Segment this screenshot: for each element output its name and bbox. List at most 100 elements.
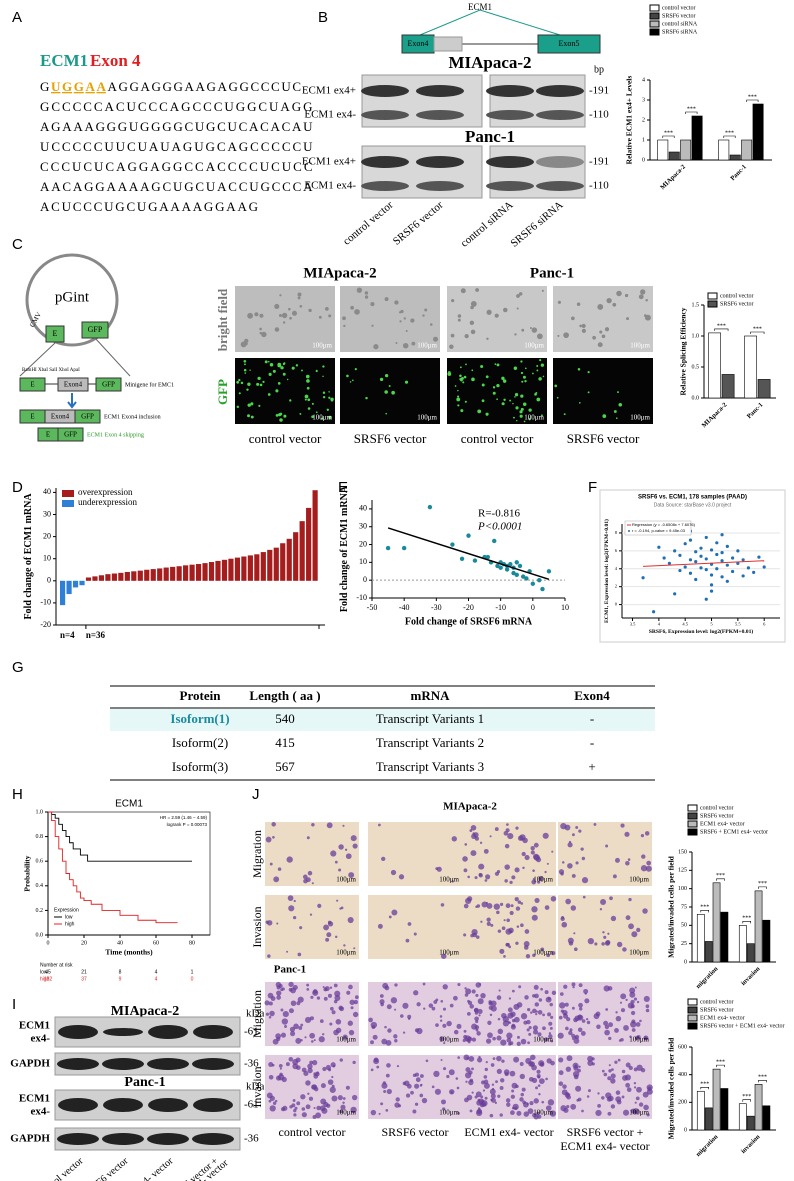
box-label: Exon4	[64, 381, 83, 389]
legend-swatch	[707, 292, 718, 300]
gfp-dot	[277, 382, 281, 385]
bar	[741, 139, 753, 161]
texture	[281, 312, 288, 319]
gfp-dot	[465, 363, 467, 366]
significance-bracket	[662, 135, 675, 138]
cell	[474, 1011, 479, 1015]
cell	[308, 1096, 314, 1101]
cell	[394, 1102, 400, 1108]
cell	[486, 917, 491, 922]
significance-label: ***	[700, 1082, 709, 1088]
significance-bracket	[700, 910, 709, 913]
bar	[189, 564, 195, 581]
cell	[304, 1016, 312, 1024]
bar	[306, 507, 312, 581]
point	[492, 538, 497, 544]
legend-swatch	[687, 1022, 698, 1030]
column-label: control vector	[249, 431, 322, 446]
cell	[468, 1055, 475, 1062]
cell	[612, 874, 617, 879]
gfp-dot	[346, 374, 349, 378]
cell	[336, 899, 339, 902]
cell	[407, 1014, 412, 1019]
brightfield-image	[553, 286, 653, 352]
box-label: GFP	[81, 413, 94, 421]
cell	[385, 1073, 390, 1078]
x-tick-label: 4	[658, 622, 661, 627]
cell	[442, 984, 448, 990]
cell	[526, 1028, 530, 1032]
cell	[537, 1114, 542, 1119]
gfp-dot	[587, 371, 590, 374]
scale-bar-label: 100μm	[533, 876, 553, 884]
gfp-dot	[365, 396, 368, 400]
cell	[545, 1077, 548, 1081]
cell	[532, 877, 536, 881]
texture	[457, 318, 461, 322]
cell	[311, 882, 314, 885]
x-tick-label: 20	[81, 940, 87, 946]
cell	[320, 1098, 327, 1105]
significance-bracket	[700, 1086, 709, 1090]
column-label: ECM1 ex4- vector	[560, 1139, 649, 1153]
gfp-dot	[250, 402, 254, 406]
cell	[442, 1023, 447, 1028]
cell	[516, 1041, 521, 1047]
band	[103, 1028, 143, 1036]
cell	[547, 1099, 555, 1106]
cell-line-title: MIApaca-2	[448, 53, 531, 72]
cell	[443, 1067, 447, 1071]
gfp-dot	[503, 398, 506, 402]
cell	[435, 1023, 439, 1027]
cell	[464, 843, 468, 846]
gfp-dot	[516, 419, 518, 422]
cell	[603, 985, 610, 992]
cell	[484, 1096, 488, 1100]
cell	[515, 906, 521, 911]
gfp-dot	[536, 369, 539, 372]
box-label: GFP	[64, 431, 77, 439]
band	[361, 156, 409, 168]
point	[694, 560, 698, 564]
cell	[633, 997, 638, 1001]
cell	[265, 1012, 270, 1016]
cell	[587, 1055, 594, 1062]
gfp-dot	[249, 369, 251, 371]
bar	[124, 571, 130, 581]
x-axis-label: SRSF6, Expression level: log2(FPKM+0.01)	[649, 628, 754, 635]
bar	[752, 103, 764, 161]
gfp-dot	[311, 402, 314, 405]
point	[673, 549, 677, 553]
cell	[464, 987, 467, 990]
gfp-dot	[388, 385, 391, 387]
cell	[622, 1075, 628, 1081]
cell	[272, 835, 275, 839]
table-cell: Transcript Variants 1	[376, 711, 484, 726]
cell	[525, 953, 531, 959]
cell	[335, 1027, 342, 1034]
cell	[457, 1111, 460, 1115]
cell	[318, 1036, 325, 1043]
channel-label: GFP	[215, 379, 230, 405]
risk-count: 132	[44, 976, 53, 982]
y-tick-label: 0	[363, 575, 367, 584]
cell	[527, 1108, 534, 1114]
band-label: ex4-	[30, 1033, 50, 1045]
texture	[531, 327, 538, 333]
significance-label: ***	[664, 130, 673, 136]
gfp-dot	[305, 374, 310, 379]
cell	[377, 923, 383, 929]
cell	[615, 1096, 622, 1103]
texture	[624, 293, 629, 298]
cell	[268, 1015, 272, 1019]
band	[361, 181, 409, 191]
texture	[259, 327, 262, 331]
cell	[526, 1102, 529, 1105]
risk-count: 4	[155, 976, 158, 982]
gene-box	[57, 377, 89, 392]
texture	[449, 344, 454, 349]
legend-swatch	[687, 998, 698, 1006]
significance-label: ***	[700, 905, 709, 911]
cell	[475, 935, 480, 939]
legend-swatch	[687, 804, 698, 812]
